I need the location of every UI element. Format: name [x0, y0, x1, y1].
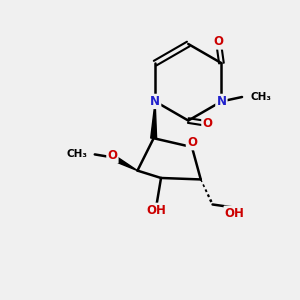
- Text: O: O: [214, 35, 224, 48]
- Text: OH: OH: [147, 204, 166, 217]
- Text: N: N: [150, 95, 160, 108]
- Text: O: O: [187, 136, 197, 149]
- Polygon shape: [111, 155, 137, 171]
- Text: O: O: [202, 117, 212, 130]
- Text: O: O: [107, 149, 117, 162]
- Polygon shape: [151, 101, 157, 138]
- Text: CH₃: CH₃: [250, 92, 271, 102]
- Text: CH₃: CH₃: [66, 149, 87, 159]
- Text: N: N: [216, 95, 226, 108]
- Text: OH: OH: [225, 207, 244, 220]
